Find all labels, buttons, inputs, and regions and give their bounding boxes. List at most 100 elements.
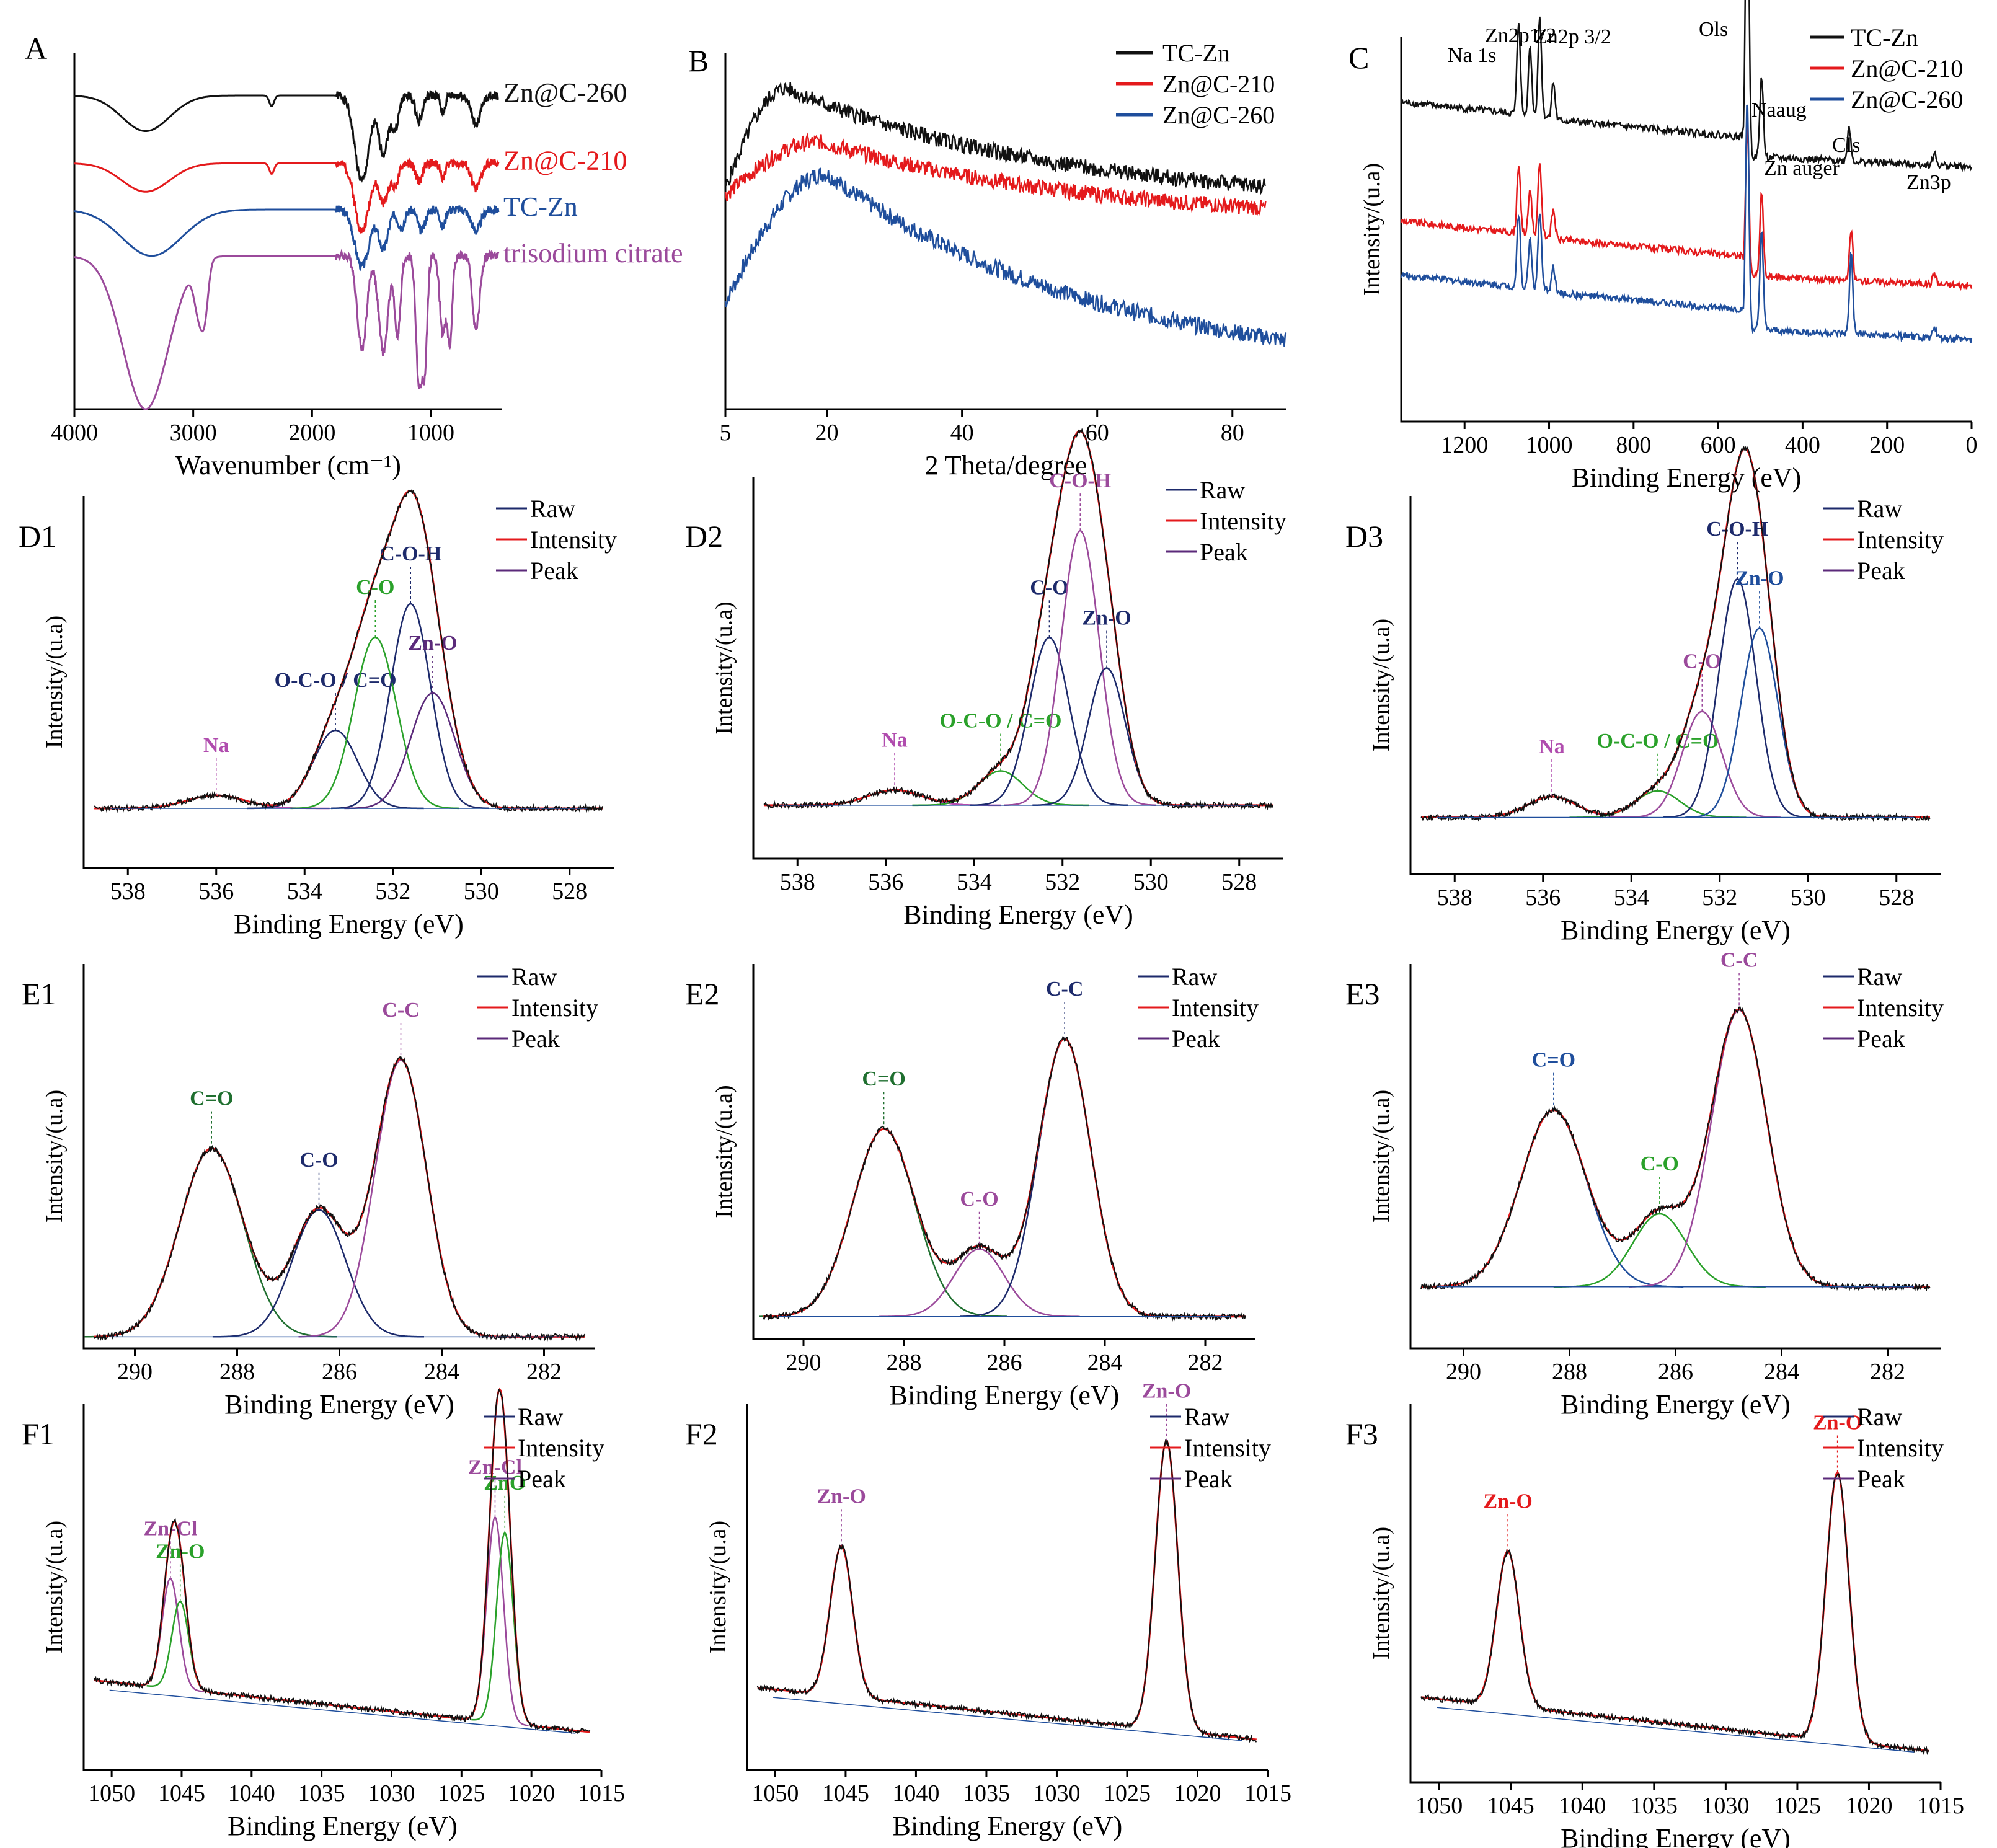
x-tick-label: 1035 bbox=[298, 1780, 345, 1806]
peak-label: Naaug bbox=[1751, 99, 1807, 122]
x-tick-label: 800 bbox=[1616, 432, 1651, 458]
x-tick-label: 536 bbox=[198, 878, 234, 904]
panel-label: F2 bbox=[685, 1417, 718, 1451]
x-tick-label: 1040 bbox=[228, 1780, 275, 1806]
legend-label: Peak bbox=[1857, 557, 1905, 585]
axis-frame bbox=[73, 53, 502, 410]
x-tick-label: 60 bbox=[1086, 420, 1109, 446]
x-tick-label: 532 bbox=[1045, 869, 1080, 895]
x-tick-label: 1030 bbox=[1702, 1793, 1749, 1819]
series-line bbox=[1400, 0, 1973, 172]
fit-component bbox=[1422, 1109, 1684, 1288]
peak-label: Zn2p 3/2 bbox=[1534, 25, 1611, 48]
y-axis-label: Intensity/(u.a) bbox=[711, 1085, 737, 1218]
legend-label: Peak bbox=[518, 1465, 566, 1493]
x-tick-label: 1050 bbox=[88, 1780, 135, 1806]
series-line bbox=[724, 81, 1267, 196]
legend-label: Intensity bbox=[511, 994, 598, 1022]
panel-b: B 5 20 40 60 80 2 Theta/degree TC-Zn Zn@C-210 Zn@… bbox=[688, 39, 1287, 480]
x-axis-label: Binding Energy (eV) bbox=[1572, 462, 1802, 493]
x-tick-label: 528 bbox=[1879, 885, 1914, 911]
component-label: O-C-O / C=O bbox=[1597, 730, 1719, 753]
legend-label: Raw bbox=[530, 495, 575, 523]
component-label: C=O bbox=[1532, 1049, 1575, 1072]
fit-component bbox=[136, 1577, 205, 1693]
panel-label: A bbox=[25, 31, 47, 66]
peak-label: Zn auger bbox=[1764, 157, 1840, 180]
legend-label: Peak bbox=[1172, 1025, 1220, 1053]
fit-component bbox=[298, 1059, 503, 1338]
raw-line bbox=[93, 1388, 591, 1735]
x-tick-label: 1020 bbox=[508, 1780, 555, 1806]
y-axis-label: Intensity/(u.a) bbox=[1359, 163, 1385, 296]
legend-label: Intensity bbox=[1857, 1434, 1944, 1462]
panel-label: D3 bbox=[1345, 519, 1383, 554]
x-tick-label: 282 bbox=[1870, 1359, 1905, 1385]
legend-label: Intensity bbox=[1184, 1434, 1271, 1462]
baseline bbox=[1437, 1707, 1915, 1753]
x-tick-label: 20 bbox=[815, 420, 839, 446]
x-tick-label: 530 bbox=[1133, 869, 1169, 895]
x-axis-label: Binding Energy (eV) bbox=[1561, 1389, 1791, 1420]
legend-label: Peak bbox=[1200, 538, 1248, 566]
x-tick-label: 530 bbox=[1791, 885, 1826, 911]
axis-frame bbox=[1409, 496, 1941, 875]
component-label: Zn-O bbox=[1813, 1412, 1862, 1435]
panel-label: E2 bbox=[685, 976, 720, 1011]
panel-label: D2 bbox=[685, 519, 723, 554]
x-tick-label: 286 bbox=[1658, 1359, 1693, 1385]
x-tick-label: 290 bbox=[1446, 1359, 1481, 1385]
component-label: O-C-O / C=O bbox=[275, 669, 397, 692]
fit-envelope bbox=[1420, 1471, 1929, 1752]
x-tick-label: 1025 bbox=[1104, 1780, 1151, 1806]
component-label: Na bbox=[203, 734, 229, 757]
raw-line bbox=[763, 428, 1273, 811]
x-tick-label: 80 bbox=[1221, 420, 1244, 446]
component-label: C=O bbox=[862, 1068, 905, 1090]
legend-label: Zn@C-260 bbox=[1162, 101, 1275, 129]
series-label: Zn@C-210 bbox=[503, 145, 627, 175]
panel-d3: D3 538 536 534 532 530 528 Binding Energy (eV) I… bbox=[1345, 445, 1944, 945]
x-tick-label: 0 bbox=[1966, 432, 1978, 458]
legend-label: Peak bbox=[1857, 1465, 1905, 1493]
component-label: C-C bbox=[1046, 978, 1083, 1001]
component-label: C-O bbox=[299, 1149, 338, 1172]
panel-label: B bbox=[688, 43, 709, 78]
axis-frame bbox=[1409, 1404, 1941, 1784]
fit-component bbox=[331, 603, 489, 810]
component-label: Zn-O bbox=[408, 632, 457, 655]
component-label: C-O bbox=[356, 576, 394, 599]
x-tick-label: 400 bbox=[1785, 432, 1820, 458]
fit-envelope bbox=[764, 430, 1273, 807]
x-tick-label: 530 bbox=[464, 878, 499, 904]
x-tick-label: 1035 bbox=[1631, 1793, 1678, 1819]
panel-d1: D1 538 536 534 532 530 528 Binding Energy (eV) I… bbox=[19, 489, 617, 939]
x-tick-label: 532 bbox=[375, 878, 410, 904]
component-label: C-O-H bbox=[379, 542, 441, 565]
fit-component bbox=[344, 692, 521, 810]
fit-envelope bbox=[94, 1058, 585, 1338]
fit-component bbox=[1462, 1550, 1554, 1712]
x-tick-label: 536 bbox=[1525, 885, 1561, 911]
peak-label: Zn2p1/2 bbox=[1485, 24, 1556, 47]
x-tick-label: 3000 bbox=[170, 420, 217, 446]
fit-component bbox=[1663, 578, 1812, 818]
peak-label: Zn3p bbox=[1906, 171, 1951, 194]
x-tick-label: 282 bbox=[1188, 1350, 1223, 1376]
x-tick-label: 1020 bbox=[1845, 1793, 1892, 1819]
panel-label: F3 bbox=[1345, 1417, 1378, 1451]
axis-frame bbox=[752, 477, 1283, 860]
panel-label: D1 bbox=[19, 519, 56, 554]
raw-line bbox=[1420, 1472, 1929, 1756]
raw-line bbox=[93, 1056, 586, 1342]
legend-label: Raw bbox=[1200, 476, 1245, 504]
axis-frame bbox=[82, 1404, 601, 1771]
legend-label: Raw bbox=[518, 1403, 563, 1431]
fit-component bbox=[146, 1601, 215, 1694]
x-tick-label: 1040 bbox=[892, 1780, 939, 1806]
fit-component bbox=[960, 1038, 1168, 1317]
x-tick-label: 1050 bbox=[1415, 1793, 1463, 1819]
fit-envelope bbox=[1421, 1008, 1930, 1288]
legend-label: Peak bbox=[1184, 1465, 1233, 1493]
x-tick-label: 40 bbox=[950, 420, 974, 446]
